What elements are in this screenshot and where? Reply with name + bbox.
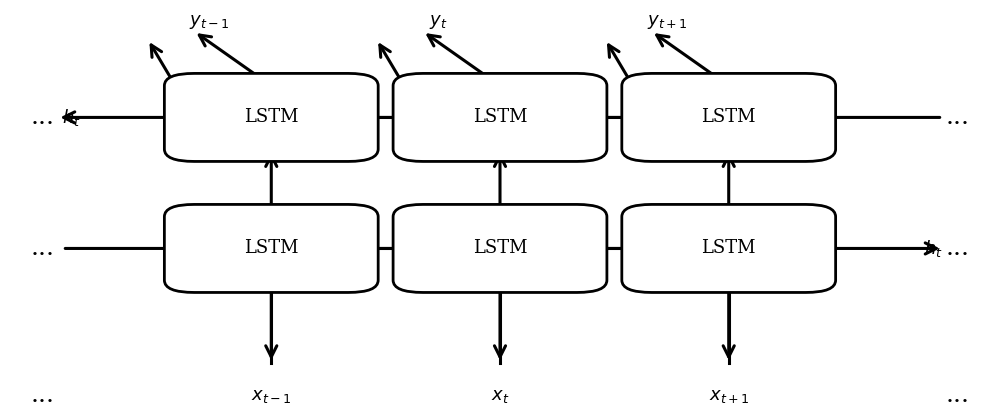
FancyBboxPatch shape — [393, 205, 607, 293]
FancyBboxPatch shape — [164, 73, 378, 161]
Text: $y_{t+1}$: $y_{t+1}$ — [647, 13, 687, 31]
Text: $y_{t-1}$: $y_{t-1}$ — [189, 13, 230, 31]
FancyBboxPatch shape — [393, 73, 607, 161]
Text: LSTM: LSTM — [701, 239, 756, 257]
Text: ...: ... — [31, 106, 55, 129]
Text: LSTM: LSTM — [701, 108, 756, 127]
Text: LSTM: LSTM — [244, 108, 299, 127]
Text: ...: ... — [31, 237, 55, 260]
Text: $x_{t-1}$: $x_{t-1}$ — [251, 387, 291, 405]
Text: LSTM: LSTM — [473, 108, 527, 127]
Text: $x_{t+1}$: $x_{t+1}$ — [709, 387, 749, 405]
FancyBboxPatch shape — [164, 205, 378, 293]
FancyBboxPatch shape — [622, 73, 836, 161]
Text: LSTM: LSTM — [473, 239, 527, 257]
Text: ...: ... — [945, 384, 969, 408]
Text: $h_t$: $h_t$ — [62, 107, 81, 128]
Text: $y_t$: $y_t$ — [429, 13, 448, 31]
Text: ...: ... — [945, 237, 969, 260]
Text: $h_t$: $h_t$ — [924, 238, 943, 259]
Text: $x_t$: $x_t$ — [491, 387, 509, 405]
FancyBboxPatch shape — [622, 205, 836, 293]
Text: ...: ... — [31, 384, 55, 408]
Text: ...: ... — [945, 106, 969, 129]
Text: LSTM: LSTM — [244, 239, 299, 257]
